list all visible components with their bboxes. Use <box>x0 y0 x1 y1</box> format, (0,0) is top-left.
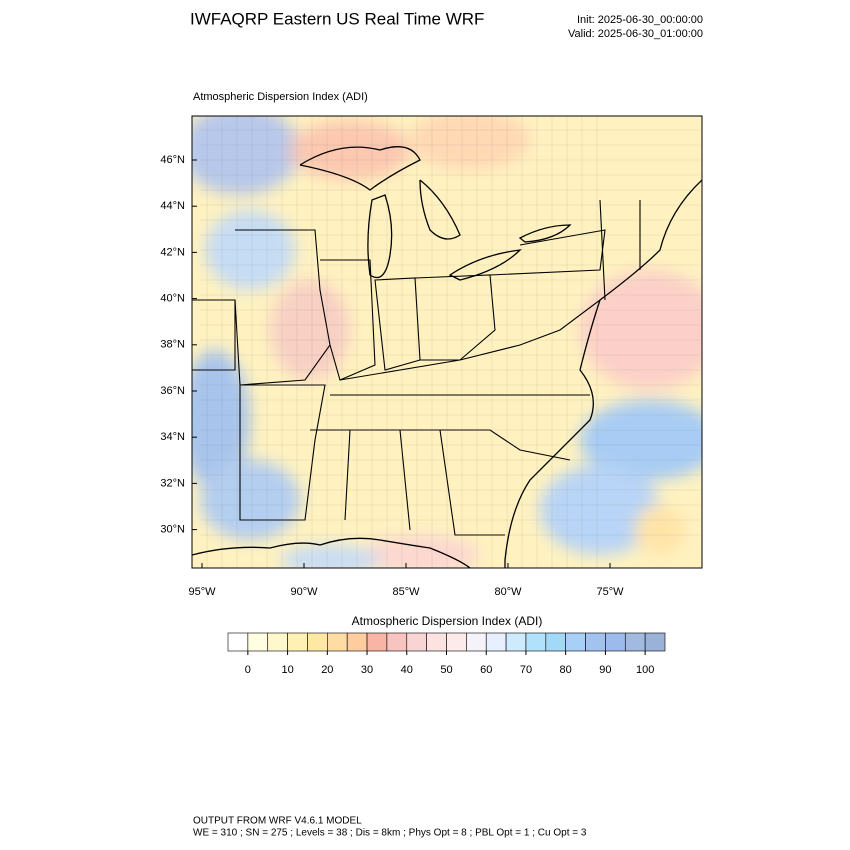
colorbar-tick-label: 30 <box>361 664 373 676</box>
lat-label: 34°N <box>160 431 185 443</box>
colorbar-box <box>505 632 527 652</box>
init-time: Init: 2025-06-30_00:00:00 <box>577 14 703 26</box>
colorbar-box <box>287 632 308 652</box>
lake-huron <box>419 179 461 240</box>
title: IWFAQRP Eastern US Real Time WRF <box>190 9 484 28</box>
field-patches <box>192 116 702 568</box>
county-grid <box>200 116 700 568</box>
colorbar-tick-label: 20 <box>321 664 333 676</box>
atlantic-coast <box>504 179 702 568</box>
colorbar-box <box>386 632 408 652</box>
lake-superior <box>299 146 421 191</box>
colorbar-box <box>545 632 566 652</box>
colorbar-tick-label: 60 <box>480 664 492 676</box>
colorbar-box <box>466 632 487 652</box>
lon-label: 95°W <box>188 586 216 598</box>
colorbar-box <box>307 632 328 652</box>
colorbar-box <box>406 632 427 652</box>
lat-label: 42°N <box>160 246 185 258</box>
colorbar: 0 10 20 30 40 50 60 70 80 90 100 <box>227 632 666 676</box>
lat-label: 36°N <box>160 385 185 397</box>
lake-ontario <box>518 224 572 243</box>
colorbar-box <box>346 632 368 652</box>
colorbar-tick-label: 70 <box>520 664 532 676</box>
colorbar-box <box>366 632 388 652</box>
map-frame <box>191 115 703 569</box>
colorbar-box <box>446 632 467 652</box>
state-borders <box>192 199 641 536</box>
lat-label: 38°N <box>160 339 185 351</box>
lon-label: 80°W <box>494 586 522 598</box>
colorbar-box <box>485 632 507 652</box>
lat-label: 46°N <box>160 154 185 166</box>
footer-line: OUTPUT FROM WRF V4.6.1 MODEL <box>193 816 362 827</box>
colorbar-box <box>585 632 606 652</box>
colorbar-box <box>426 632 447 652</box>
lon-label: 90°W <box>290 586 318 598</box>
colorbar-box <box>525 632 547 652</box>
colorbar-tick-label: 50 <box>440 664 452 676</box>
colorbar-tick-label: 0 <box>245 664 251 676</box>
colorbar-tick-label: 10 <box>281 664 293 676</box>
colorbar-box <box>327 632 348 652</box>
lat-label: 32°N <box>160 477 185 489</box>
map-label: Atmospheric Dispersion Index (ADI) <box>193 91 368 103</box>
lat-labels: 46°N 44°N 42°N 40°N 38°N 36°N 34°N 32°N 30°N <box>160 154 197 536</box>
lat-label: 40°N <box>160 293 185 305</box>
lake-michigan <box>367 194 393 279</box>
colorbar-box <box>605 632 626 652</box>
coastlines <box>192 146 702 568</box>
colorbar-tick-label: 100 <box>636 664 654 676</box>
colorbar-box <box>227 632 249 652</box>
colorbar-tick-label: 80 <box>560 664 572 676</box>
valid-time: Valid: 2025-06-30_01:00:00 <box>568 28 703 40</box>
lat-label: 30°N <box>160 524 185 536</box>
colorbar-box <box>247 632 269 652</box>
lon-label: 85°W <box>392 586 420 598</box>
map-field <box>192 116 702 568</box>
colorbar-box <box>624 632 646 652</box>
colorbar-box <box>565 632 586 652</box>
lon-labels: 95°W 90°W 85°W 80°W 75°W <box>188 563 624 598</box>
lon-label: 75°W <box>596 586 624 598</box>
colorbar-tick-label: 90 <box>599 664 611 676</box>
colorbar-tick-label: 40 <box>401 664 413 676</box>
gulf-coast <box>192 537 471 568</box>
lat-label: 44°N <box>160 200 185 212</box>
colorbar-box <box>267 632 288 652</box>
colorbar-title: Atmospheric Dispersion Index (ADI) <box>352 614 543 628</box>
colorbar-box <box>644 632 666 652</box>
footer-line: WE = 310 ; SN = 275 ; Levels = 38 ; Dis … <box>193 828 587 839</box>
